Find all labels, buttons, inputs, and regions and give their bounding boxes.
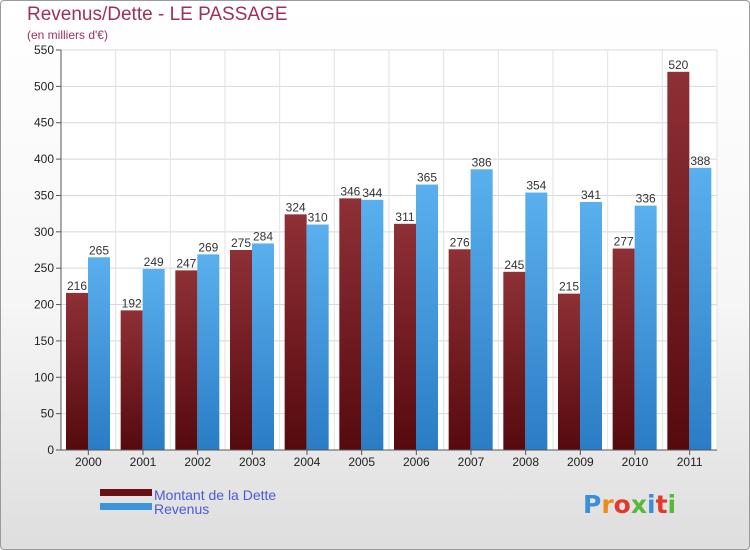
x-tick-label: 2007 <box>458 455 485 469</box>
x-tick-label: 2000 <box>75 455 102 469</box>
bar-debt <box>558 293 580 450</box>
data-label-debt: 215 <box>559 280 579 294</box>
bar-revenue <box>525 192 548 450</box>
bar-revenue <box>88 257 110 450</box>
data-label-debt: 346 <box>340 184 360 198</box>
legend-swatch-debt <box>100 489 152 496</box>
x-tick-label: 2001 <box>130 455 157 469</box>
bar-revenue <box>252 243 274 450</box>
bar-debt <box>339 198 362 450</box>
y-tick-label: 450 <box>34 116 54 130</box>
legend-label-debt: Montant de la Dette <box>154 487 277 503</box>
bar-revenue <box>142 268 165 450</box>
y-tick-label: 400 <box>34 152 54 166</box>
bar-revenue <box>634 205 657 450</box>
x-tick-label: 2003 <box>239 455 266 469</box>
x-tick-label: 2004 <box>294 455 321 469</box>
legend-label-revenue: Revenus <box>154 501 210 517</box>
legend-swatch-revenue <box>100 503 152 510</box>
x-tick-label: 2008 <box>512 455 539 469</box>
data-label-debt: 277 <box>614 235 634 249</box>
y-tick-label: 100 <box>34 370 54 384</box>
data-label-revenue: 284 <box>253 229 273 243</box>
data-label-debt: 520 <box>668 58 688 72</box>
y-tick-label: 200 <box>34 298 54 312</box>
data-label-debt: 216 <box>67 279 87 293</box>
data-label-revenue: 344 <box>362 186 382 200</box>
bar-debt <box>667 71 690 451</box>
data-label-revenue: 269 <box>198 240 218 254</box>
x-tick-label: 2002 <box>184 455 211 469</box>
data-label-revenue: 249 <box>144 255 164 269</box>
bar-debt <box>612 248 635 450</box>
y-tick-label: 300 <box>34 225 54 239</box>
data-label-debt: 276 <box>450 235 470 249</box>
bar-revenue <box>689 167 712 450</box>
bar-revenue <box>361 199 384 450</box>
y-tick-label: 550 <box>34 43 54 57</box>
chart-title: Revenus/Dette - LE PASSAGE <box>27 4 288 25</box>
data-label-revenue: 388 <box>690 154 710 168</box>
y-tick-label: 500 <box>34 79 54 93</box>
x-tick-label: 2009 <box>567 455 594 469</box>
data-label-debt: 192 <box>122 296 142 310</box>
data-label-revenue: 336 <box>636 192 656 206</box>
logo-letter: i <box>667 490 677 519</box>
logo-letter: P <box>583 490 602 519</box>
data-label-revenue: 386 <box>472 155 492 169</box>
bar-debt <box>175 270 198 450</box>
bar-debt <box>66 292 88 450</box>
data-label-revenue: 354 <box>526 179 546 193</box>
x-tick-label: 2005 <box>348 455 375 469</box>
bar-revenue <box>416 184 438 450</box>
data-label-revenue: 365 <box>417 171 437 185</box>
bar-debt <box>120 310 143 450</box>
y-tick-label: 0 <box>47 443 54 457</box>
bar-revenue <box>470 169 493 451</box>
logo-letter: o <box>613 490 631 519</box>
bar-debt <box>230 250 252 450</box>
chart-subtitle: (en milliers d'€) <box>27 28 108 42</box>
data-label-debt: 311 <box>395 210 414 224</box>
y-tick-label: 350 <box>34 188 54 202</box>
logo-letter: r <box>601 490 614 519</box>
data-label-revenue: 341 <box>581 188 601 202</box>
x-tick-label: 2011 <box>677 455 703 469</box>
data-label-debt: 324 <box>286 200 306 214</box>
data-label-debt: 247 <box>176 256 196 270</box>
data-label-debt: 245 <box>504 258 524 272</box>
bar-debt <box>284 214 307 450</box>
logo-letter: x <box>630 490 647 519</box>
logo-letter: i <box>647 490 656 519</box>
data-label-revenue: 265 <box>89 243 109 257</box>
bar-revenue <box>306 224 329 450</box>
bar-debt <box>448 249 471 450</box>
y-tick-label: 150 <box>34 334 54 348</box>
logo-letter: t <box>655 490 668 519</box>
x-tick-label: 2010 <box>622 455 649 469</box>
bar-debt <box>503 271 526 450</box>
x-tick-label: 2006 <box>403 455 430 469</box>
data-label-debt: 275 <box>231 236 251 250</box>
proxiti-logo: Proxiti <box>583 490 676 519</box>
bar-revenue <box>197 254 220 450</box>
y-tick-label: 50 <box>41 407 55 421</box>
bar-revenue <box>580 202 602 450</box>
data-label-revenue: 310 <box>308 211 328 225</box>
y-tick-label: 250 <box>34 261 54 275</box>
bar-debt <box>394 223 416 450</box>
